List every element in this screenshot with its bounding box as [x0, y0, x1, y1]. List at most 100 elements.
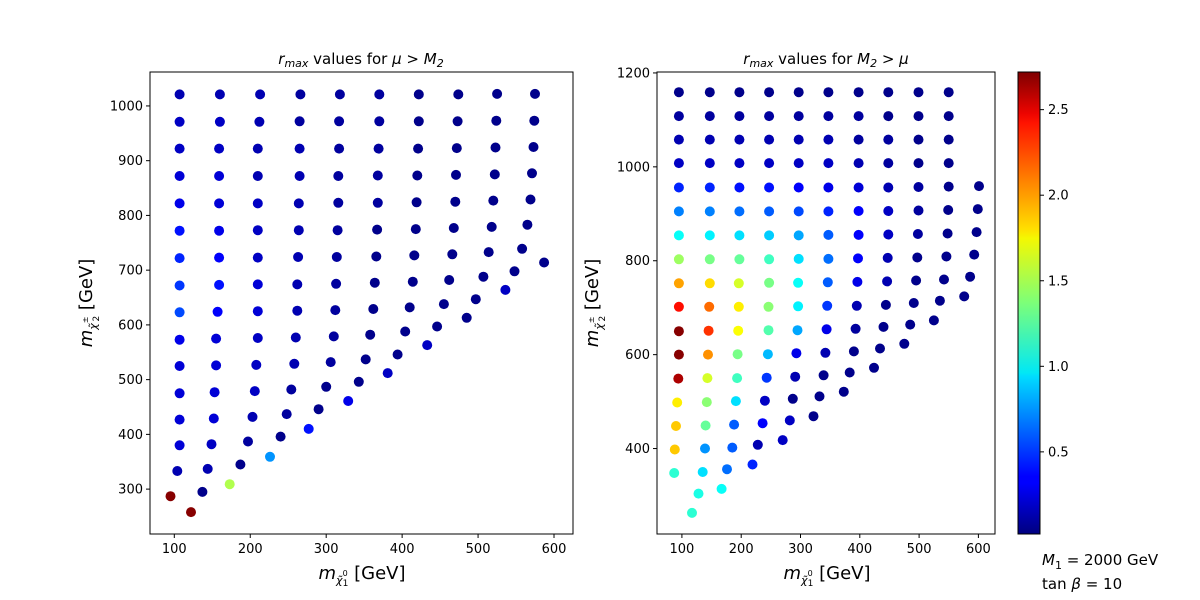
- data-point: [818, 370, 829, 381]
- data-point: [704, 301, 715, 312]
- data-point: [928, 315, 939, 326]
- data-point: [942, 228, 953, 239]
- data-point: [822, 300, 833, 311]
- data-point: [823, 158, 834, 169]
- data-point: [252, 333, 263, 343]
- data-point: [732, 373, 743, 384]
- data-point: [331, 252, 342, 262]
- data-point: [838, 386, 849, 397]
- data-point: [883, 134, 894, 145]
- data-point: [252, 225, 263, 236]
- data-point: [372, 170, 383, 181]
- data-point: [704, 87, 715, 98]
- data-point: [286, 384, 297, 395]
- data-point: [328, 331, 339, 342]
- data-point: [174, 171, 185, 181]
- data-point: [174, 198, 185, 209]
- data-point: [174, 414, 185, 425]
- data-point: [247, 411, 258, 422]
- data-point: [353, 376, 364, 387]
- data-point: [971, 227, 982, 238]
- colorbar-gradient: [1018, 72, 1040, 534]
- data-point: [509, 266, 520, 277]
- data-point: [251, 359, 262, 370]
- data-point: [411, 197, 422, 208]
- data-point: [869, 362, 879, 373]
- colorbar-tick-label: 0.5: [1048, 445, 1069, 460]
- data-point: [500, 284, 511, 295]
- data-point: [382, 368, 393, 379]
- data-point: [673, 278, 684, 289]
- data-point: [453, 89, 464, 100]
- data-point: [883, 87, 894, 98]
- data-point: [206, 439, 217, 450]
- y-tick-label: 400: [118, 428, 143, 443]
- y-tick-label: 500: [118, 373, 143, 388]
- data-point: [517, 243, 528, 254]
- data-point: [941, 251, 952, 262]
- data-point: [172, 466, 183, 476]
- data-point: [734, 87, 745, 98]
- data-point: [224, 479, 235, 490]
- data-point: [700, 443, 710, 454]
- left-points-layer: [165, 88, 550, 518]
- data-point: [673, 349, 684, 360]
- data-point: [409, 250, 420, 261]
- data-point: [489, 169, 500, 180]
- right-y-axis-label: mχ̃± 2 [GeV]: [582, 259, 608, 348]
- data-point: [733, 301, 744, 312]
- data-point: [704, 158, 715, 169]
- data-point: [211, 333, 222, 344]
- data-point: [882, 276, 893, 287]
- data-point: [939, 274, 949, 285]
- x-tick-label: 500: [907, 542, 932, 557]
- right-chart-title: rmax values for M2 > μ: [743, 50, 908, 70]
- data-point: [374, 116, 385, 127]
- data-point: [757, 418, 768, 429]
- data-point: [372, 197, 383, 208]
- data-point: [490, 142, 501, 153]
- data-point: [823, 229, 834, 240]
- y-tick-label: 400: [625, 442, 650, 457]
- data-point: [292, 279, 303, 290]
- data-point: [734, 230, 745, 241]
- data-point: [528, 142, 539, 152]
- data-point: [422, 340, 433, 351]
- data-point: [165, 491, 176, 502]
- data-point: [793, 206, 804, 217]
- data-point: [214, 116, 225, 127]
- data-point: [704, 111, 715, 122]
- data-point: [413, 143, 424, 154]
- data-point: [293, 225, 304, 236]
- data-point: [734, 111, 745, 122]
- data-point: [943, 205, 954, 215]
- data-point: [333, 197, 344, 208]
- data-point: [673, 158, 684, 169]
- data-point: [793, 134, 804, 145]
- data-point: [853, 87, 864, 98]
- data-point: [209, 387, 220, 398]
- data-point: [174, 253, 185, 264]
- data-point: [197, 486, 208, 497]
- data-point: [360, 354, 371, 365]
- data-point: [527, 168, 537, 179]
- data-point: [808, 411, 819, 422]
- data-point: [290, 332, 301, 343]
- data-point: [334, 143, 345, 154]
- data-point: [669, 444, 680, 455]
- data-point: [371, 251, 382, 262]
- data-point: [174, 440, 185, 451]
- data-point: [793, 158, 804, 169]
- data-point: [820, 347, 831, 358]
- left-x-ticks: 100 200 300 400 500 600: [162, 534, 566, 557]
- data-point: [793, 301, 804, 312]
- data-point: [410, 224, 421, 235]
- data-point: [729, 419, 740, 430]
- data-point: [764, 230, 775, 241]
- data-point: [492, 88, 503, 99]
- data-point: [673, 230, 684, 241]
- y-tick-label: 800: [118, 209, 143, 224]
- data-point: [912, 229, 923, 239]
- data-point: [912, 252, 923, 263]
